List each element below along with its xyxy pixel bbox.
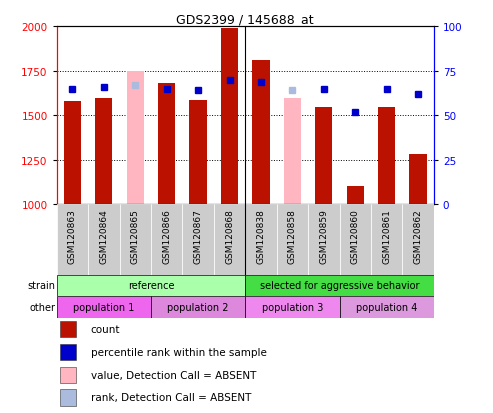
Bar [119, 205, 151, 275]
Text: count: count [91, 324, 120, 335]
Bar [151, 205, 182, 275]
Bar [347, 186, 364, 205]
Bar [252, 61, 270, 205]
Text: reference: reference [128, 281, 174, 291]
Bar [64, 102, 81, 205]
Text: rank, Detection Call = ABSENT: rank, Detection Call = ABSENT [91, 392, 251, 403]
Bar [127, 72, 144, 205]
Bar [57, 297, 151, 318]
Bar [61, 344, 75, 360]
Text: GSM120863: GSM120863 [68, 208, 77, 263]
Bar [245, 297, 340, 318]
Text: GSM120861: GSM120861 [382, 208, 391, 263]
Bar [214, 205, 246, 275]
Text: population 2: population 2 [168, 302, 229, 312]
Text: GSM120868: GSM120868 [225, 208, 234, 263]
Bar [189, 101, 207, 205]
Bar [284, 98, 301, 205]
Bar [371, 205, 402, 275]
Text: GSM120865: GSM120865 [131, 208, 140, 263]
Bar [158, 84, 176, 205]
Text: value, Detection Call = ABSENT: value, Detection Call = ABSENT [91, 370, 256, 380]
Bar [315, 108, 332, 205]
Text: GSM120860: GSM120860 [351, 208, 360, 263]
Text: population 3: population 3 [262, 302, 323, 312]
Bar [245, 275, 434, 297]
Bar [308, 205, 340, 275]
Text: GSM120859: GSM120859 [319, 208, 328, 263]
Bar [221, 29, 238, 205]
Bar [95, 98, 112, 205]
Title: GDS2399 / 145688_at: GDS2399 / 145688_at [176, 13, 314, 26]
Bar [378, 108, 395, 205]
Bar [410, 155, 427, 205]
Text: GSM120858: GSM120858 [288, 208, 297, 263]
Bar [245, 205, 277, 275]
Bar [340, 297, 434, 318]
Text: selected for aggressive behavior: selected for aggressive behavior [260, 281, 420, 291]
Text: other: other [29, 302, 55, 312]
Text: percentile rank within the sample: percentile rank within the sample [91, 347, 267, 357]
Text: population 1: population 1 [73, 302, 135, 312]
Bar [61, 321, 75, 337]
Bar [57, 275, 245, 297]
Bar [61, 389, 75, 406]
Bar [151, 297, 245, 318]
Text: GSM120864: GSM120864 [99, 208, 108, 263]
Bar [340, 205, 371, 275]
Bar [88, 205, 119, 275]
Text: strain: strain [27, 281, 55, 291]
Bar [57, 205, 88, 275]
Bar [61, 367, 75, 383]
Text: GSM120838: GSM120838 [256, 208, 266, 263]
Text: GSM120866: GSM120866 [162, 208, 171, 263]
Bar [402, 205, 434, 275]
Text: population 4: population 4 [356, 302, 418, 312]
Text: GSM120867: GSM120867 [194, 208, 203, 263]
Bar [182, 205, 214, 275]
Bar [277, 205, 308, 275]
Text: GSM120862: GSM120862 [414, 208, 423, 263]
